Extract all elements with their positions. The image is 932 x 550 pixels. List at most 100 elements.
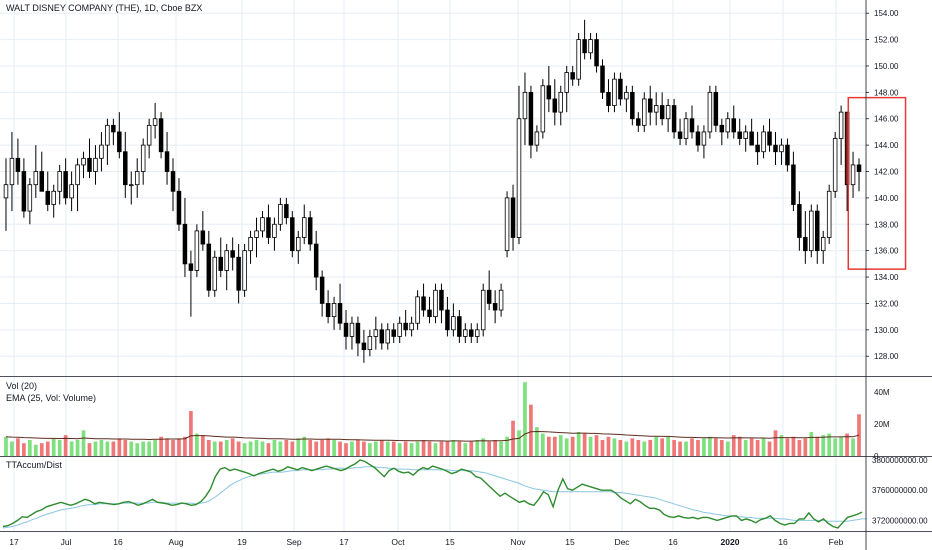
- volume-bar-down: [379, 439, 384, 456]
- volume-series: [4, 382, 861, 456]
- volume-bar-down: [791, 436, 796, 456]
- highlight-rectangle: [847, 96, 907, 270]
- price-tick-label: 150.00: [874, 62, 899, 71]
- volume-bar-down: [344, 443, 348, 456]
- volume-bar-down: [731, 435, 736, 456]
- volume-bar-down: [165, 438, 169, 456]
- volume-bar-down: [314, 441, 319, 456]
- price-tick-label: 134.00: [874, 273, 899, 282]
- volume-bar-up: [4, 436, 8, 456]
- volume-bar-down: [63, 435, 68, 456]
- candle-up: [57, 171, 62, 192]
- volume-bar-up: [81, 430, 86, 456]
- price-tick-label: 140.00: [874, 194, 899, 203]
- volume-bar-down: [308, 439, 313, 456]
- candle-down: [319, 276, 325, 304]
- candle-up: [385, 329, 391, 344]
- candle-down: [486, 289, 492, 304]
- candle-up: [683, 118, 689, 139]
- candle-down: [170, 171, 176, 192]
- candle-up: [725, 118, 731, 133]
- volume-bar-down: [206, 439, 211, 456]
- volume-bar-down: [714, 438, 718, 456]
- candle-up: [194, 230, 200, 271]
- volume-bar-up: [415, 441, 420, 456]
- price-tick-label: 146.00: [874, 115, 899, 124]
- volume-bar-up: [75, 439, 80, 456]
- volume-bar-down: [171, 439, 175, 456]
- volume-bar-up: [27, 439, 32, 456]
- candle-down: [123, 151, 128, 186]
- candle-down: [606, 91, 611, 106]
- candle-down: [200, 230, 206, 245]
- volume-bar-up: [147, 441, 151, 456]
- price-tick-label: 130.00: [874, 326, 899, 335]
- volume-bar-up: [564, 438, 569, 456]
- price-tick-label: 154.00: [874, 9, 899, 18]
- volume-bar-up: [373, 441, 378, 456]
- volume-bar-down: [570, 436, 575, 456]
- volume-bar-up: [296, 438, 301, 456]
- candle-down: [391, 329, 396, 337]
- time-tick-label: Dec: [614, 537, 630, 547]
- candle-up: [146, 124, 152, 146]
- candle-down: [552, 98, 558, 113]
- volume-bar-down: [230, 438, 235, 456]
- volume-bar-up: [839, 436, 843, 456]
- candle-down: [671, 105, 677, 133]
- volume-bar-down: [391, 441, 396, 456]
- volume-bar-down: [600, 439, 605, 456]
- candle-down: [689, 118, 695, 133]
- volume-bar-up: [743, 439, 748, 456]
- volume-bar-up: [702, 438, 706, 456]
- volume-bar-up: [51, 438, 56, 456]
- candle-down: [439, 289, 444, 311]
- volume-bar-up: [535, 427, 539, 456]
- candle-up: [534, 131, 540, 146]
- candle-up: [558, 91, 564, 113]
- ema-line: [5, 430, 860, 442]
- volume-bar-up: [517, 430, 521, 456]
- candle-down: [582, 39, 587, 54]
- volume-bar-down: [39, 443, 44, 456]
- volume-bar-down: [582, 433, 587, 456]
- candle-up: [504, 197, 510, 252]
- candle-up: [9, 157, 15, 186]
- volume-bar-up: [666, 436, 670, 456]
- candle-up: [826, 190, 832, 238]
- volume-bar-down: [719, 439, 724, 456]
- price-tick-label: 142.00: [874, 168, 899, 177]
- candle-up: [3, 184, 9, 199]
- time-tick-label: Feb: [829, 537, 844, 547]
- volume-bar-down: [815, 436, 820, 456]
- time-tick-label: 17: [339, 537, 349, 547]
- candle-down: [469, 329, 474, 337]
- volume-bar-up: [821, 435, 826, 456]
- volume-bar-up: [93, 441, 98, 456]
- candle-up: [278, 204, 283, 225]
- volume-bar-down: [218, 441, 223, 456]
- highlight-box: [847, 96, 907, 270]
- candle-up: [51, 190, 56, 205]
- candle-up: [224, 250, 229, 271]
- ad-signal-line: [2, 466, 867, 529]
- volume-bar-down: [183, 436, 187, 456]
- time-axis: 17 Jul 16 Aug 19 Sep 17 Oct 15 Nov 15 Dec 16 2020 16 Fe…: [9, 537, 843, 547]
- candle-up: [27, 184, 33, 212]
- volume-bar-up: [499, 441, 503, 456]
- candle-up: [707, 91, 713, 133]
- volume-bar-up: [624, 441, 629, 456]
- volume-bar-down: [797, 439, 802, 456]
- volume-bar-up: [195, 433, 199, 456]
- candle-down: [182, 223, 188, 265]
- volume-bar-up: [368, 443, 372, 456]
- volume-bar-down: [773, 430, 778, 456]
- volume-bar-down: [427, 441, 432, 456]
- candle-down: [87, 157, 92, 172]
- volume-bar-down: [284, 439, 289, 456]
- time-tick-label: 16: [668, 537, 678, 547]
- candle-up: [129, 184, 134, 187]
- volume-bar-down: [403, 441, 408, 456]
- candle-down: [755, 144, 760, 153]
